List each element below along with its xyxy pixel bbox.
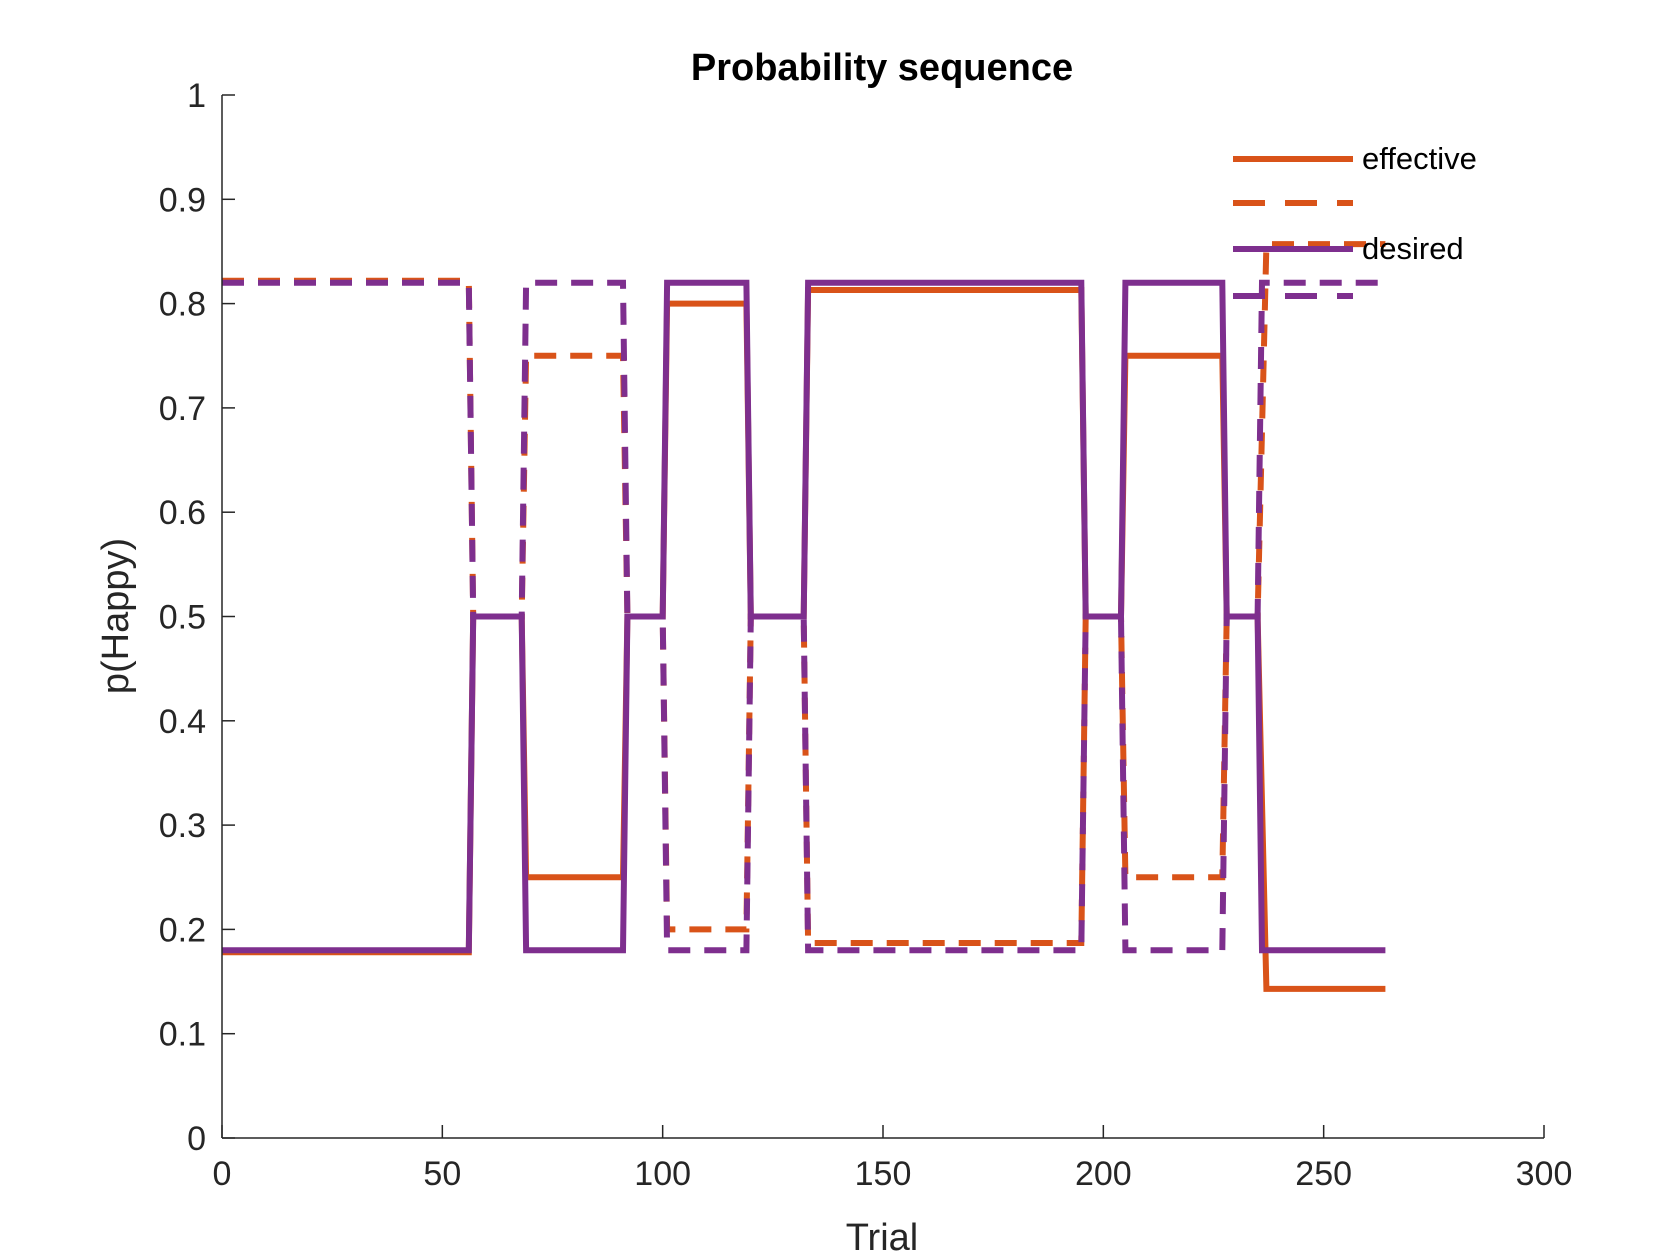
- y-tick-label: 0: [187, 1120, 206, 1158]
- series-line-3: [222, 279, 1386, 954]
- legend: effective desired: [1233, 141, 1477, 299]
- legend-label-2: desired: [1362, 231, 1464, 266]
- y-tick-label: 0.7: [159, 390, 206, 428]
- x-axis-label: Trial: [846, 1217, 918, 1259]
- x-tick-label: 200: [1075, 1155, 1132, 1193]
- x-tick-label: 250: [1295, 1155, 1352, 1193]
- x-tick-label: 50: [423, 1155, 461, 1193]
- y-tick-label: 0.2: [159, 911, 206, 949]
- x-tick-label: 0: [213, 1155, 232, 1193]
- chart-title: Probability sequence: [691, 47, 1073, 89]
- x-ticks: 0 50 100 150 200 250 300: [213, 1125, 1573, 1193]
- y-tick-label: 0.9: [159, 181, 206, 219]
- y-tick-label: 0.6: [159, 494, 206, 532]
- y-tick-label: 0.5: [159, 599, 206, 637]
- x-tick-label: 300: [1516, 1155, 1573, 1193]
- y-tick-label: 1: [187, 77, 206, 115]
- x-tick-label: 150: [855, 1155, 912, 1193]
- legend-label-0: effective: [1362, 141, 1477, 176]
- y-axis-label: p(Happy): [95, 538, 137, 694]
- y-tick-label: 0.3: [159, 807, 206, 845]
- y-ticks: 0 0.1 0.2 0.3 0.4 0.5 0.6 0.7 0.8 0.9 1: [159, 77, 235, 1158]
- y-tick-label: 0.1: [159, 1016, 206, 1054]
- x-tick-label: 100: [634, 1155, 691, 1193]
- series-layer: [222, 241, 1386, 992]
- y-tick-label: 0.8: [159, 286, 206, 324]
- y-tick-label: 0.4: [159, 703, 206, 741]
